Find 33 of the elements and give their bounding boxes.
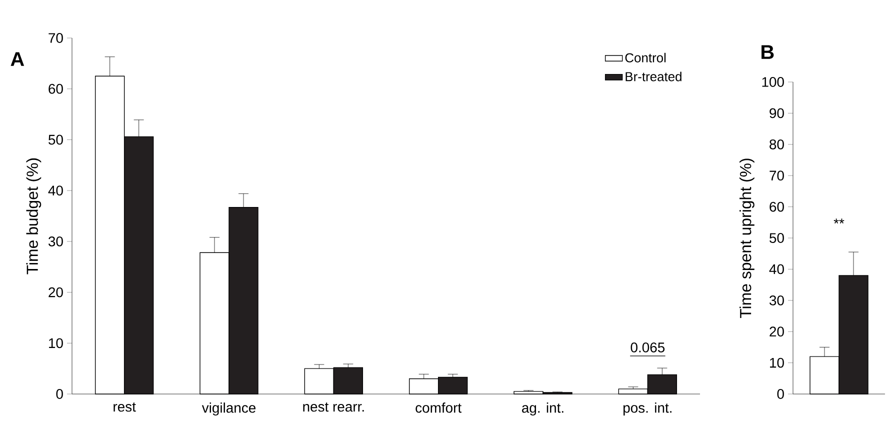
y-tick-label: 10 <box>770 358 784 368</box>
x-tick-label: rest <box>114 402 136 412</box>
annotation: ** <box>834 218 844 224</box>
y-tick-label: 10 <box>49 338 63 348</box>
y-tick-label: 30 <box>48 236 63 246</box>
chart-title: B <box>762 45 774 59</box>
y-tick-label: 40 <box>769 264 784 274</box>
legend-label: Control <box>625 52 666 62</box>
y-axis-title: Time spent upright (%) <box>740 158 754 318</box>
annotation: 0.065 <box>630 342 665 352</box>
y-tick-label: 20 <box>770 326 784 337</box>
y-tick-label: 50 <box>770 233 784 243</box>
y-tick-label: 40 <box>48 186 63 196</box>
y-tick-label: 60 <box>48 84 63 94</box>
x-tick-label: comfort <box>416 402 462 413</box>
y-tick-label: 0 <box>777 389 784 399</box>
y-tick-label: 20 <box>48 287 63 298</box>
y-tick-label: 70 <box>48 33 63 43</box>
y-tick-label: 50 <box>48 134 63 145</box>
y-tick-label: 100 <box>762 77 784 87</box>
x-tick-label: ag. int. <box>522 402 564 416</box>
y-tick-label: 30 <box>770 295 784 306</box>
y-tick-label: 60 <box>770 202 784 212</box>
legend-label: Br-treated <box>626 72 682 82</box>
x-tick-label: nest rearr. <box>303 402 364 412</box>
x-tick-label: pos. int. <box>624 402 672 416</box>
x-tick-label: vigilance <box>202 402 256 416</box>
y-axis-title: Time budget (%) <box>26 158 42 274</box>
text: A <box>10 52 24 66</box>
y-tick-label: 0 <box>56 389 63 399</box>
y-tick-label: 90 <box>770 108 784 118</box>
y-tick-label: 70 <box>770 170 784 181</box>
y-tick-label: 80 <box>770 139 784 150</box>
